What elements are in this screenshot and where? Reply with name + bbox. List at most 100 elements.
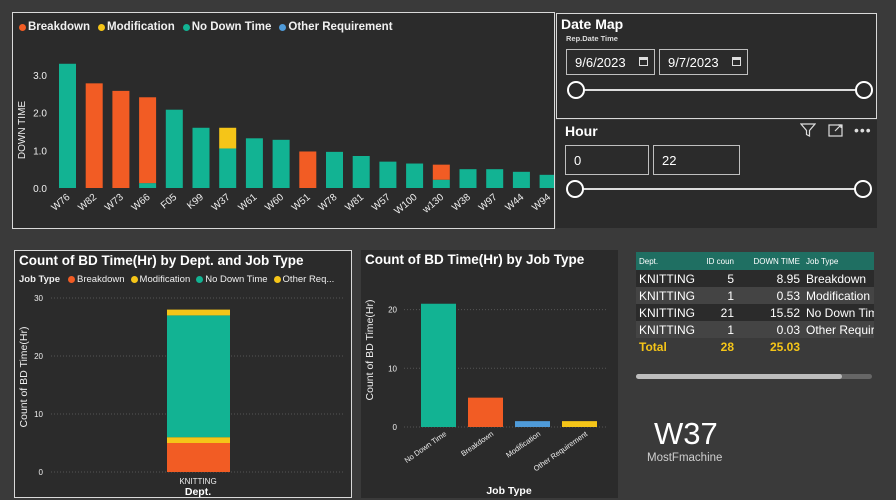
bar-segment[interactable] — [165, 109, 183, 188]
table-row[interactable]: KNITTING 1 0.53 Modification — [636, 287, 874, 304]
calendar-icon[interactable] — [732, 57, 741, 66]
hour-slicer: Hour ••• 0 22 — [556, 120, 877, 228]
legend-dot — [273, 276, 281, 283]
legend-item[interactable]: Modification — [98, 21, 175, 33]
bar-segment[interactable] — [167, 437, 230, 443]
table-cell: 5 — [727, 271, 734, 286]
col-header-dept[interactable]: Dept. — [639, 256, 659, 266]
bar-segment[interactable] — [112, 90, 130, 188]
bar[interactable] — [515, 421, 550, 427]
hour-slider-track[interactable] — [574, 188, 864, 190]
date-map-title: Date Map — [561, 16, 624, 32]
jobtype-bar-chart: Count of BD Time(Hr) 0 10 20 No Down Time Bre… — [364, 300, 606, 497]
bar-segment[interactable] — [167, 443, 230, 472]
y-axis-title: DOWN TIME — [17, 101, 28, 159]
card-label: MostFmachine — [647, 452, 723, 464]
table-total-cell: 25.03 — [769, 339, 800, 354]
start-date-input[interactable]: 9/6/2023 — [566, 49, 655, 75]
legend-label: Other Requirement — [288, 21, 393, 33]
table-cell: KNITTING — [639, 288, 695, 303]
hour-min-input[interactable]: 0 — [565, 145, 649, 175]
filter-icon[interactable] — [799, 123, 820, 139]
legend-item[interactable]: Breakdown — [19, 21, 90, 33]
bar-segment[interactable] — [272, 139, 290, 188]
table-cell: KNITTING — [639, 271, 695, 286]
summary-table-panel: Dept. ID coun DOWN TIME Job Type KNITTIN… — [632, 250, 874, 384]
bar-segment[interactable] — [326, 151, 343, 188]
legend-label: Other Req... — [282, 274, 335, 285]
jobtype-chart-title: Count of BD Time(Hr) by Job Type — [365, 252, 585, 267]
legend-dot — [196, 276, 204, 283]
x-tick-label: W38 — [450, 192, 473, 214]
x-tick-label: W100 — [392, 192, 419, 217]
bar-segment[interactable] — [459, 169, 477, 188]
bar-segment[interactable] — [406, 163, 424, 188]
y-tick-label: 0 — [39, 468, 44, 477]
legend-item[interactable]: Other Req... — [273, 274, 335, 285]
x-tick-label: W94 — [530, 192, 553, 214]
bar-segment[interactable] — [192, 127, 210, 188]
bar-segment[interactable] — [219, 127, 237, 149]
bar-segment[interactable] — [139, 183, 157, 188]
col-header-job-type[interactable]: Job Type — [806, 256, 839, 266]
y-tick-label: 10 — [34, 410, 43, 419]
bar-segment[interactable] — [245, 138, 263, 188]
end-date-input[interactable]: 9/7/2023 — [659, 49, 748, 75]
bar-segment[interactable] — [219, 148, 237, 188]
legend-item[interactable]: No Down Time — [182, 21, 271, 33]
y-tick-label: 2.0 — [33, 109, 47, 120]
table-cell: KNITTING — [639, 305, 695, 320]
bar[interactable] — [421, 303, 456, 427]
calendar-icon[interactable] — [639, 57, 648, 66]
bar-segment[interactable] — [299, 151, 317, 188]
table-total-cell: Total — [639, 339, 667, 354]
legend-prefix: Job Type — [19, 274, 60, 285]
legend-item[interactable]: Modification — [130, 274, 190, 285]
legend-item[interactable]: Breakdown — [68, 274, 125, 285]
table-cell: Other Requirement — [806, 322, 874, 337]
x-tick-label: W61 — [237, 192, 260, 214]
bar-segment[interactable] — [432, 179, 450, 188]
focus-mode-icon[interactable] — [828, 123, 848, 139]
bar-segment[interactable] — [512, 171, 530, 188]
table-scrollbar[interactable] — [636, 374, 872, 379]
hour-slider-end-handle[interactable] — [854, 180, 872, 198]
date-slider-track[interactable] — [575, 89, 865, 91]
table-total-cell — [802, 338, 874, 355]
legend-item[interactable]: Other Requirement — [279, 21, 393, 33]
hour-max-input[interactable]: 22 — [653, 145, 740, 175]
date-slider-start-handle[interactable] — [567, 81, 585, 99]
bar-segment[interactable] — [139, 97, 157, 184]
bar-segment[interactable] — [167, 309, 230, 316]
col-header-id-count[interactable]: ID coun — [706, 256, 734, 266]
bar-segment[interactable] — [59, 63, 76, 188]
col-header-down-time[interactable]: DOWN TIME — [753, 256, 800, 266]
table-cell: 15.52 — [769, 305, 800, 320]
y-tick-label: 20 — [388, 306, 397, 315]
table-row[interactable]: KNITTING 5 8.95 Breakdown — [636, 270, 874, 287]
x-tick-label: No Down Time — [403, 429, 448, 465]
bar-segment[interactable] — [432, 164, 450, 180]
legend-item[interactable]: No Down Time — [196, 274, 268, 285]
bar[interactable] — [468, 397, 503, 427]
x-tick-label: W66 — [130, 192, 153, 214]
bar-segment[interactable] — [486, 169, 504, 188]
bar-segment[interactable] — [352, 156, 370, 188]
table-row[interactable]: KNITTING 21 15.52 No Down Time — [636, 304, 874, 321]
table-row[interactable]: KNITTING 1 0.03 Other Requirement — [636, 321, 874, 338]
bar[interactable] — [562, 421, 597, 427]
legend-dot — [19, 23, 26, 31]
bar-segment[interactable] — [379, 161, 397, 188]
table-cell: 1 — [727, 322, 734, 337]
dept-jobtype-chart-panel: Count of BD Time(Hr) by Dept. and Job Ty… — [14, 250, 352, 498]
legend-dot — [98, 23, 105, 31]
more-options-icon[interactable]: ••• — [854, 122, 872, 138]
bar-segment[interactable] — [539, 174, 554, 188]
table-scrollbar-thumb[interactable] — [636, 374, 842, 379]
date-slider-end-handle[interactable] — [855, 81, 873, 99]
bar-segment[interactable] — [85, 83, 103, 188]
hour-slider-start-handle[interactable] — [566, 180, 584, 198]
bar-segment[interactable] — [167, 315, 230, 438]
x-tick-label: W82 — [76, 192, 99, 214]
